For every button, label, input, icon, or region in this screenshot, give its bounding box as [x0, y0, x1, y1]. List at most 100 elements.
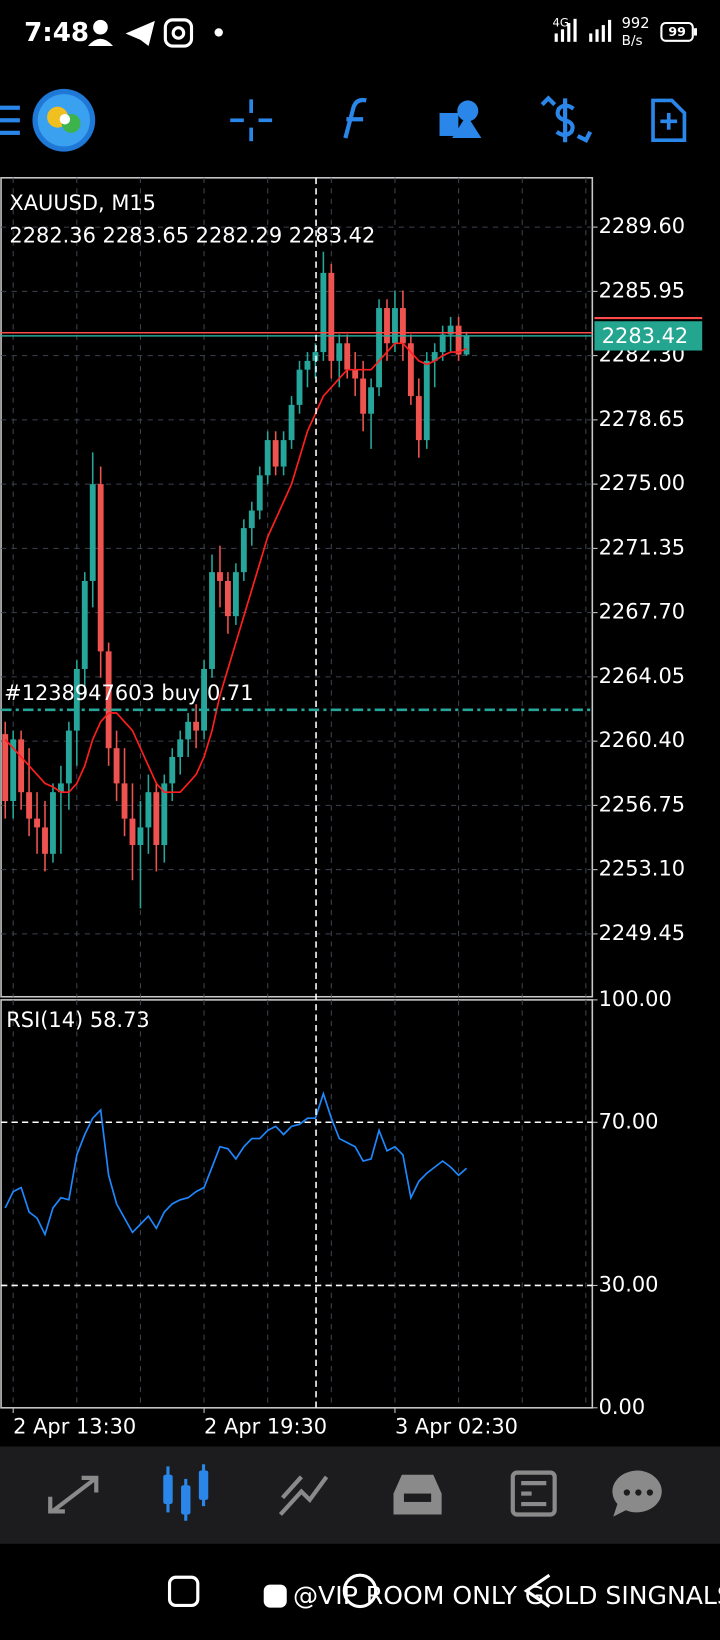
- y-tick-label: 0.00: [599, 1395, 646, 1419]
- candle-body: [145, 792, 152, 828]
- net-speed: 992: [622, 15, 650, 32]
- candle-body: [89, 484, 96, 581]
- candle-body: [161, 783, 168, 846]
- candle-body: [384, 308, 390, 344]
- candle-body: [185, 721, 192, 740]
- candle-body: [81, 580, 88, 669]
- candle-body: [129, 818, 136, 846]
- candle-body: [455, 325, 462, 355]
- y-tick-label: 2260.40: [599, 728, 685, 752]
- network-bars: [554, 18, 577, 42]
- order-label: #1238947603 buy 0.71: [4, 681, 253, 705]
- candle-body: [328, 272, 335, 361]
- objects-button[interactable]: [439, 100, 482, 139]
- y-tick-label: 2285.95: [599, 278, 685, 302]
- trade-button[interactable]: [540, 95, 593, 143]
- y-tick-label: 2271.35: [599, 535, 685, 559]
- candle-body: [399, 308, 406, 344]
- app-logo[interactable]: [32, 88, 96, 152]
- candle-body: [336, 343, 343, 361]
- candle-body: [447, 325, 454, 335]
- nav-trade[interactable]: [278, 1475, 329, 1516]
- candle-body: [392, 308, 398, 344]
- nav-quotes[interactable]: [48, 1475, 99, 1514]
- candle-body: [463, 335, 470, 355]
- candle-body: [320, 272, 327, 353]
- candle-body: [97, 484, 104, 652]
- candle-body: [153, 792, 160, 846]
- candle-body: [121, 783, 128, 819]
- candle-body: [57, 783, 64, 793]
- rsi-line: [4, 1091, 468, 1237]
- network-type: 4G: [553, 16, 569, 30]
- facebook-icon: [263, 1584, 287, 1608]
- candle-body: [439, 334, 446, 353]
- plot-layer: 2289.602285.952282.302278.652275.002271.…: [1, 177, 703, 1439]
- candle-body: [431, 352, 438, 361]
- nav-history[interactable]: [393, 1474, 442, 1515]
- candle-body: [18, 739, 25, 793]
- candle-body: [360, 378, 367, 414]
- y-tick-label: 2253.10: [599, 857, 685, 881]
- bottom-nav: [0, 1446, 720, 1544]
- new-order-button[interactable]: [651, 98, 687, 142]
- price-panel: [0, 177, 594, 998]
- rsi-panel: [0, 999, 594, 1409]
- net-speed-unit: B/s: [622, 33, 643, 49]
- y-tick-label: 100.00: [599, 987, 672, 1011]
- candle-body: [177, 739, 184, 757]
- status-time: 7:48: [24, 18, 89, 48]
- nav-chat[interactable]: [612, 1470, 662, 1517]
- x-tick-label: 2 Apr 19:30: [204, 1415, 327, 1439]
- candle-body: [240, 528, 247, 573]
- candle-body: [209, 572, 215, 669]
- nav-chart[interactable]: [163, 1464, 209, 1521]
- candle-body: [256, 475, 263, 511]
- y-tick-label: 2249.45: [599, 921, 685, 945]
- sys-home[interactable]: [342, 1573, 378, 1609]
- candle-body: [296, 369, 303, 405]
- candle-body: [352, 369, 359, 379]
- y-tick-label: 2264.05: [599, 664, 685, 688]
- candle-body: [42, 827, 48, 854]
- chart-subtitle: 2282.36 2283.65 2282.29 2283.42: [9, 223, 375, 247]
- candle-body: [26, 792, 33, 819]
- y-tick-label: 30.00: [599, 1272, 659, 1296]
- candle-body: [2, 734, 9, 801]
- candle-body: [248, 510, 255, 529]
- candle-body: [368, 387, 375, 414]
- candle-body: [169, 756, 176, 784]
- crosshair-button[interactable]: [230, 99, 273, 142]
- indicators-button[interactable]: [343, 97, 367, 139]
- candle-body: [73, 668, 80, 731]
- candle-body: [423, 360, 430, 441]
- candle-body: [288, 404, 295, 441]
- price-label: 2283.42: [602, 324, 688, 348]
- y-tick-label: 2275.00: [599, 471, 685, 495]
- candle-body: [225, 580, 231, 617]
- y-tick-label: 2256.75: [599, 792, 685, 816]
- y-tick-label: 2267.70: [599, 600, 685, 624]
- x-tick-label: 3 Apr 02:30: [395, 1415, 518, 1439]
- candle-body: [50, 792, 56, 854]
- y-tick-label: 2289.60: [599, 214, 685, 238]
- candle-body: [113, 748, 120, 784]
- candle-body: [232, 572, 239, 617]
- candle-body: [264, 440, 271, 476]
- sys-recents[interactable]: [167, 1575, 200, 1608]
- y-tick-label: 70.00: [599, 1109, 659, 1133]
- watermark: @VIP ROOM ONLY GOLD SINGNALS: [293, 1581, 720, 1610]
- candle-body: [217, 572, 223, 581]
- candle-body: [105, 651, 112, 749]
- rsi-title: RSI(14) 58.73: [6, 1008, 149, 1032]
- menu-button[interactable]: [0, 105, 20, 135]
- candle-body: [415, 396, 422, 441]
- candle-body: [376, 308, 382, 388]
- candle-body: [344, 343, 351, 370]
- candle-body: [193, 721, 200, 731]
- nav-news[interactable]: [510, 1470, 557, 1517]
- candle-body: [10, 739, 17, 801]
- sys-back[interactable]: [523, 1573, 551, 1608]
